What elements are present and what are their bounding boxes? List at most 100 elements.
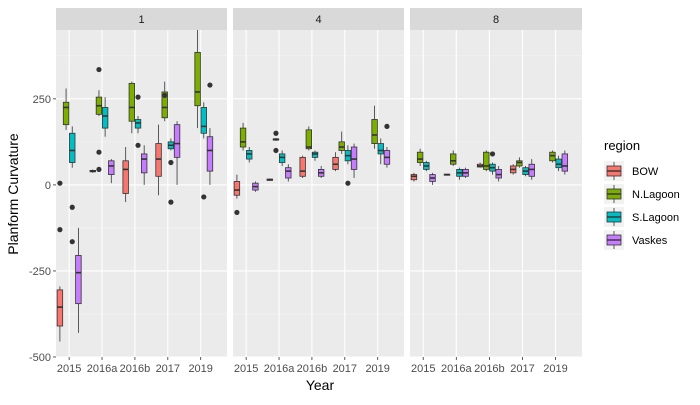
box-s-lagoon-2016b (311, 150, 319, 161)
box-outlier (168, 199, 174, 205)
box-iqr (101, 107, 109, 129)
box-vaskes-2016a (462, 167, 469, 179)
legend-label: BOW (632, 166, 659, 178)
box-n-lagoon-2015 (62, 88, 70, 130)
box-outlier (273, 147, 279, 154)
box-iqr (516, 160, 523, 167)
legend: region BOW N.Lagoon S.Lagoon Vaskes (604, 138, 680, 250)
x-tick-label: 2016b (120, 363, 151, 375)
box-vaskes-2019 (561, 150, 569, 175)
facet-strip (410, 8, 582, 30)
box-s-lagoon-2015 (246, 147, 253, 163)
box-outlier (96, 66, 102, 73)
x-tick-label: 2019 (188, 363, 212, 375)
box-vaskes-2019 (206, 82, 214, 185)
box-outlier (234, 209, 240, 216)
box-vaskes-2016a (285, 164, 292, 182)
box-iqr (555, 158, 562, 169)
box-iqr (528, 163, 535, 177)
x-tick-label: 2016b (474, 363, 505, 375)
y-axis-title: Planform Curvature (5, 133, 21, 255)
box-iqr (305, 129, 313, 150)
y-tick-label: 0 (45, 180, 51, 192)
box-outlier (96, 149, 102, 155)
box-outlier (69, 204, 75, 210)
box-iqr (155, 143, 162, 177)
box-n-lagoon-2019 (549, 150, 556, 163)
box-iqr (311, 151, 319, 158)
box-bow-2017 (332, 152, 339, 172)
box-outlier (57, 227, 63, 233)
box-iqr (161, 91, 168, 119)
box-iqr (173, 124, 181, 158)
facet-strip-label: 4 (315, 14, 321, 26)
box-iqr (206, 136, 214, 172)
y-tick-label: -500 (29, 352, 51, 364)
box-iqr (416, 151, 424, 163)
box-vaskes-2016a (108, 159, 115, 184)
box-iqr (200, 107, 207, 134)
box-n-lagoon-2015 (416, 148, 424, 166)
x-tick-label: 2016b (297, 363, 328, 375)
box-iqr (246, 150, 253, 160)
box-bow-2017 (155, 124, 162, 196)
legend-label: Vaskes (632, 235, 668, 247)
box-iqr (450, 153, 457, 165)
box-n-lagoon-2016a (95, 66, 103, 173)
y-tick-label: 250 (33, 94, 51, 106)
x-tick-label: 2017 (156, 363, 180, 375)
box-outlier (57, 180, 63, 186)
box-vaskes-2016b (495, 165, 502, 182)
box-iqr (108, 160, 115, 175)
box-iqr (56, 289, 64, 327)
box-bow-2016b (299, 155, 306, 179)
box-vaskes-2015 (429, 172, 436, 185)
box-outlier (273, 130, 279, 136)
box-vaskes-2017 (528, 159, 535, 180)
box-s-lagoon-2015 (69, 126, 76, 245)
legend-label: N.Lagoon (632, 189, 680, 201)
legend-item-s-lagoon: S.Lagoon (604, 207, 679, 227)
box-n-lagoon-2016a (272, 130, 280, 154)
axes-layer: 2015 2016a 2016b 2017 2019 2015 2016a 2016b 2017… (29, 94, 568, 375)
legend-item-bow: BOW (604, 161, 659, 181)
box-bow-2016b (122, 147, 129, 203)
x-tick-label: 2017 (333, 363, 357, 375)
box-s-lagoon-2016a (456, 167, 463, 180)
box-outlier (489, 151, 496, 157)
box-s-lagoon-2016a (101, 97, 109, 137)
x-tick-label: 2016a (441, 363, 472, 375)
box-iqr (278, 153, 286, 163)
box-outlier (168, 159, 174, 166)
x-tick-label: 2015 (234, 363, 258, 375)
legend-item-n-lagoon: N.Lagoon (604, 184, 680, 204)
box-iqr (410, 174, 418, 181)
box-iqr (285, 167, 292, 179)
box-n-lagoon-2017 (516, 157, 523, 168)
box-bow-2016a (443, 173, 451, 176)
box-iqr (299, 156, 306, 177)
box-iqr (495, 169, 502, 179)
box-outlier (201, 194, 207, 200)
facet-strip-label: 8 (493, 14, 499, 26)
facet-strip (233, 8, 404, 30)
legend-title: region (604, 138, 640, 153)
box-outlier (162, 92, 168, 98)
x-tick-label: 2015 (57, 363, 81, 375)
box-n-lagoon-2016b (305, 126, 313, 151)
box-vaskes-2016b (317, 165, 325, 179)
box-s-lagoon-2017 (344, 145, 352, 186)
box-iqr (122, 160, 129, 194)
legend-item-vaskes: Vaskes (604, 230, 668, 250)
box-outlier (135, 142, 141, 148)
box-iqr (377, 143, 384, 155)
box-bow-2015 (410, 172, 418, 182)
box-bow-2016a (89, 169, 96, 173)
box-iqr (350, 146, 358, 170)
box-outlier (69, 239, 75, 245)
box-bow-2015 (56, 180, 64, 342)
panel-background (56, 30, 227, 357)
box-vaskes-2015 (252, 181, 259, 192)
box-s-lagoon-2017 (167, 138, 175, 205)
